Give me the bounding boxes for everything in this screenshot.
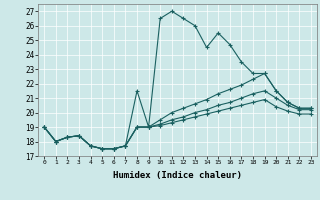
X-axis label: Humidex (Indice chaleur): Humidex (Indice chaleur) — [113, 171, 242, 180]
